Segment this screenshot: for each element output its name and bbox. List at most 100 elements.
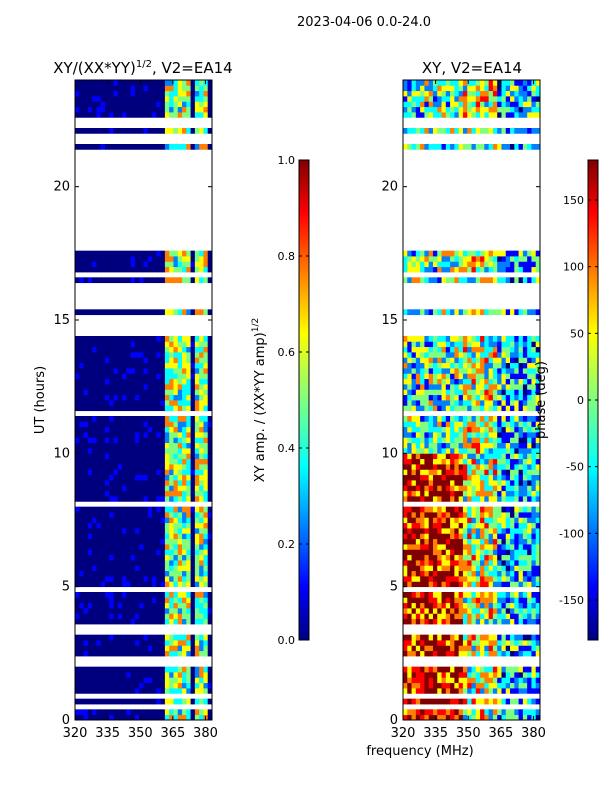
heatmap-cell [152, 506, 157, 513]
heatmap-cell [492, 490, 498, 497]
heatmap-cell [471, 682, 477, 689]
heatmap-cell [424, 613, 430, 620]
heatmap-cell [126, 672, 132, 678]
heatmap-cell [104, 544, 110, 550]
heatmap-cell [87, 506, 93, 513]
heatmap-cell [92, 474, 97, 481]
heatmap-cell [164, 309, 170, 316]
heatmap-cell [156, 709, 162, 716]
heatmap-cell [160, 602, 166, 609]
heatmap-cell [497, 96, 502, 102]
heatmap-cell [126, 106, 132, 113]
heatmap-cell [117, 496, 123, 502]
heatmap-cell [480, 250, 485, 257]
heatmap-cell [407, 421, 412, 428]
heatmap-cell [164, 421, 170, 428]
heatmap-cell [484, 346, 490, 353]
heatmap-cell [527, 645, 532, 652]
heatmap-cell [527, 90, 532, 97]
heatmap-cell [182, 90, 187, 97]
heatmap-cell [109, 250, 114, 257]
heatmap-cell [497, 538, 502, 545]
heatmap-cell [199, 570, 204, 577]
heatmap-cell [415, 554, 421, 561]
heatmap-cell [164, 592, 170, 598]
heatmap-cell [454, 538, 460, 545]
heatmap-cell [87, 544, 93, 550]
heatmap-cell [420, 698, 425, 705]
heatmap-cell [79, 570, 84, 577]
heatmap-cell [527, 357, 532, 364]
heatmap-cell [415, 426, 421, 433]
heatmap-cell [467, 106, 472, 113]
heatmap-cell [527, 688, 532, 694]
heatmap-cell [160, 277, 166, 284]
heatmap-cell [164, 517, 170, 524]
heatmap-cell [113, 362, 119, 369]
heatmap-cell [432, 458, 438, 465]
heatmap-cell [454, 544, 460, 550]
heatmap-cell [441, 592, 447, 598]
heatmap-cell [480, 352, 485, 358]
heatmap-cell [126, 512, 132, 518]
heatmap-cell [126, 560, 132, 566]
heatmap-cell [403, 85, 408, 92]
heatmap-cell [441, 101, 447, 108]
heatmap-cell [152, 544, 157, 550]
heatmap-cell [441, 485, 447, 492]
heatmap-cell [437, 336, 442, 342]
heatmap-cell [484, 352, 490, 358]
heatmap-cell [424, 421, 430, 428]
heatmap-cell [182, 128, 187, 134]
heatmap-cell [497, 112, 502, 118]
heatmap-cell [475, 682, 481, 689]
heatmap-cell [130, 565, 136, 572]
heatmap-cell [100, 250, 106, 257]
heatmap-cell [199, 384, 204, 390]
heatmap-cell [83, 378, 89, 385]
heatmap-cell [164, 144, 170, 150]
heatmap-cell [514, 650, 519, 657]
heatmap-cell [177, 709, 183, 716]
heatmap-cell [113, 714, 119, 721]
heatmap-cell [75, 570, 80, 577]
heatmap-cell [169, 101, 174, 108]
heatmap-cell [194, 128, 200, 134]
heatmap-cell [92, 261, 97, 268]
heatmap-cell [134, 682, 140, 689]
heatmap-cell [147, 389, 153, 396]
heatmap-cell [134, 250, 140, 257]
heatmap-cell [535, 346, 541, 353]
heatmap-cell [156, 640, 162, 646]
heatmap-cell [450, 112, 455, 118]
heatmap-cell [134, 517, 140, 524]
heatmap-cell [92, 256, 97, 262]
heatmap-cell [96, 549, 102, 556]
heatmap-cell [527, 608, 532, 614]
heatmap-cell [437, 394, 442, 401]
heatmap-cell [96, 517, 102, 524]
heatmap-cell [194, 565, 200, 572]
heatmap-cell [152, 400, 157, 406]
heatmap-cell [104, 698, 110, 705]
heatmap-cell [147, 85, 153, 92]
heatmap-cell [492, 682, 498, 689]
heatmap-cell [514, 634, 519, 641]
heatmap-cell [467, 480, 472, 486]
heatmap-cell [510, 442, 515, 449]
heatmap-cell [501, 570, 507, 577]
heatmap-cell [194, 645, 200, 652]
heatmap-cell [441, 250, 447, 257]
heatmap-cell [522, 597, 528, 604]
heatmap-cell [475, 101, 481, 108]
heatmap-cell [518, 112, 524, 118]
heatmap-cell [169, 688, 174, 694]
heatmap-cell [100, 560, 106, 566]
heatmap-cell [203, 128, 209, 134]
heatmap-cell [177, 522, 183, 529]
heatmap-cell [100, 357, 106, 364]
heatmap-cell [471, 496, 477, 502]
heatmap-cell [83, 592, 89, 598]
heatmap-cell [488, 362, 494, 369]
heatmap-cell [407, 362, 412, 369]
